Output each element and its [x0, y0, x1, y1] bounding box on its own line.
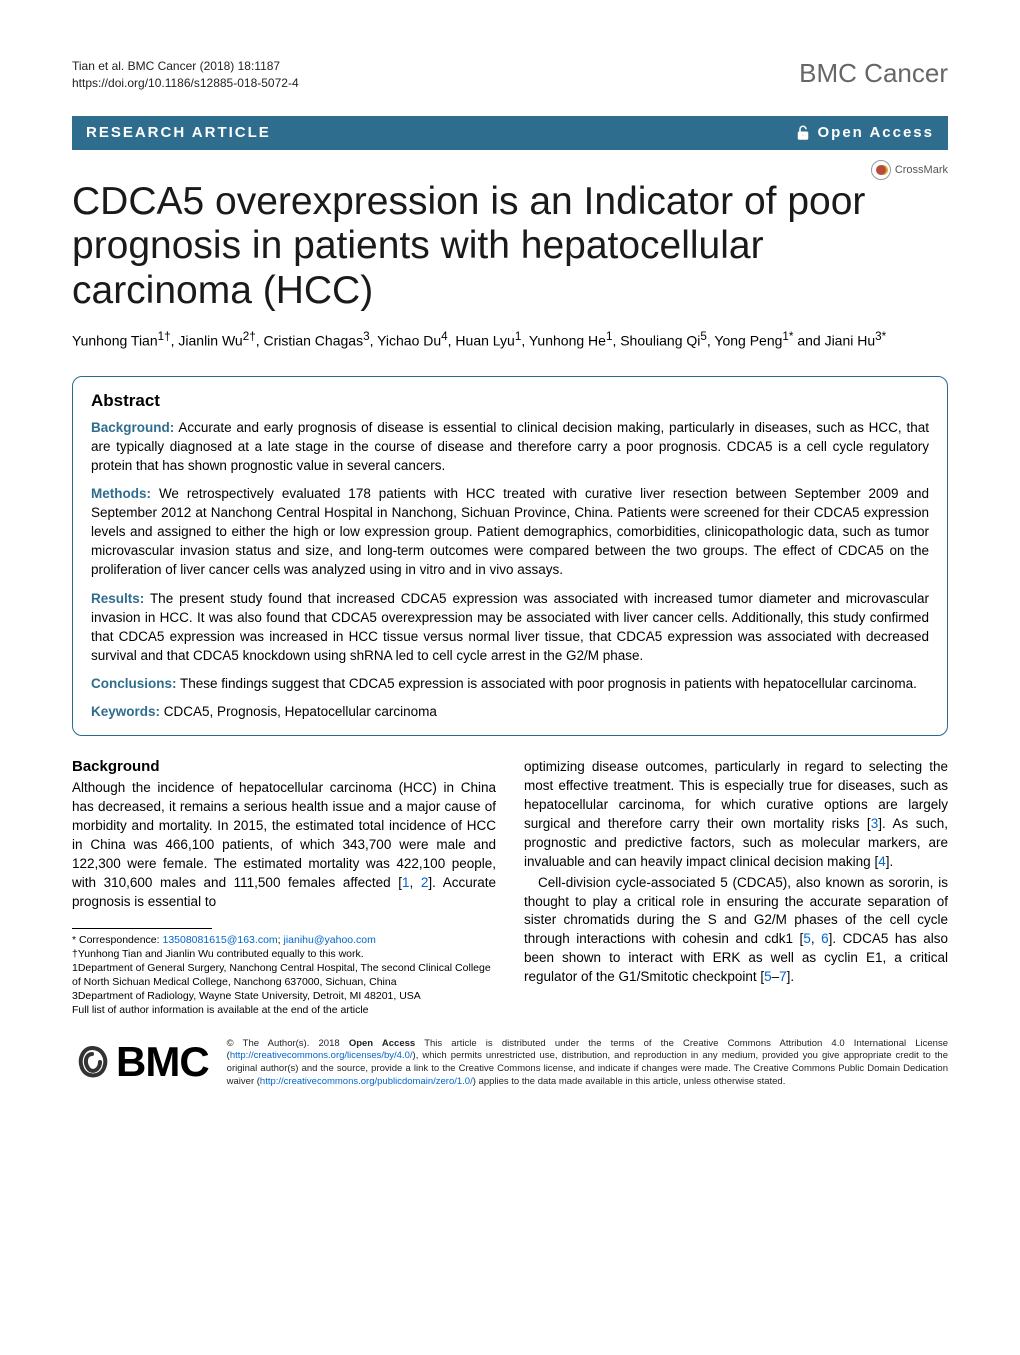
footer: BMC © The Author(s). 2018 Open Access Th… [72, 1038, 948, 1089]
crossmark-label: CrossMark [895, 164, 948, 176]
article-title: CDCA5 overexpression is an Indicator of … [72, 180, 888, 315]
abstract-heading: Abstract [91, 391, 929, 411]
full-author-list-note: Full list of author information is avail… [72, 1003, 496, 1017]
background-paragraph-right-2: Cell-division cycle-associated 5 (CDCA5)… [524, 874, 948, 987]
ref-link-1[interactable]: 1 [402, 875, 410, 890]
affiliation-1: 1Department of General Surgery, Nanchong… [72, 961, 496, 989]
open-access-badge: Open Access [794, 124, 935, 142]
abstract-results-label: Results: [91, 591, 144, 606]
abstract-conclusions-text: These findings suggest that CDCA5 expres… [180, 676, 917, 691]
correspondence-email-2[interactable]: jianihu@yahoo.com [284, 934, 376, 946]
background-heading: Background [72, 758, 496, 775]
body-columns: Background Although the incidence of hep… [72, 758, 948, 1017]
abstract-results-text: The present study found that increased C… [91, 591, 929, 663]
footnote-separator [72, 928, 212, 929]
crossmark-row: CrossMark [72, 160, 948, 180]
keywords-label: Keywords: [91, 704, 160, 719]
abstract-methods-label: Methods: [91, 486, 151, 501]
correspondence-line: * Correspondence: 13508081615@163.com; j… [72, 933, 496, 947]
ref-link-6[interactable]: 6 [821, 931, 829, 946]
affiliation-3: 3Department of Radiology, Wayne State Un… [72, 989, 496, 1003]
license-text: © The Author(s). 2018 Open Access This a… [227, 1038, 948, 1089]
bmc-logo-text: BMC [116, 1038, 209, 1086]
abstract-results: Results: The present study found that in… [91, 590, 929, 666]
article-type-bar: RESEARCH ARTICLE Open Access [72, 116, 948, 150]
journal-name: BMC Cancer [799, 58, 948, 89]
ref-link-7[interactable]: 7 [779, 969, 787, 984]
abstract-conclusions: Conclusions: These findings suggest that… [91, 675, 929, 694]
right-column: optimizing disease outcomes, particularl… [524, 758, 948, 1017]
background-paragraph-left: Although the incidence of hepatocellular… [72, 779, 496, 911]
cc0-url[interactable]: http://creativecommons.org/publicdomain/… [260, 1076, 473, 1087]
bmc-swirl-icon [72, 1042, 112, 1082]
abstract-keywords: Keywords: CDCA5, Prognosis, Hepatocellul… [91, 704, 929, 719]
abstract-background: Background: Accurate and early prognosis… [91, 419, 929, 476]
equal-contribution: †Yunhong Tian and Jianlin Wu contributed… [72, 947, 496, 961]
footnotes: * Correspondence: 13508081615@163.com; j… [72, 933, 496, 1018]
abstract-methods-text: We retrospectively evaluated 178 patient… [91, 486, 929, 577]
abstract-background-label: Background: [91, 420, 174, 435]
authors-line: Yunhong Tian1†, Jianlin Wu2†, Cristian C… [72, 328, 948, 352]
abstract-background-text: Accurate and early prognosis of disease … [91, 420, 929, 473]
citation-line: Tian et al. BMC Cancer (2018) 18:1187 [72, 58, 299, 75]
ref-link-5[interactable]: 5 [803, 931, 811, 946]
open-access-text: Open Access [818, 124, 935, 141]
citation-block: Tian et al. BMC Cancer (2018) 18:1187 ht… [72, 58, 299, 92]
ref-link-4[interactable]: 4 [878, 854, 886, 869]
abstract-methods: Methods: We retrospectively evaluated 17… [91, 485, 929, 579]
doi-line: https://doi.org/10.1186/s12885-018-5072-… [72, 75, 299, 92]
ref-link-5b[interactable]: 5 [764, 969, 772, 984]
abstract-conclusions-label: Conclusions: [91, 676, 177, 691]
open-access-bold: Open Access [349, 1038, 415, 1049]
left-column: Background Although the incidence of hep… [72, 758, 496, 1017]
open-access-lock-icon [794, 124, 812, 142]
correspondence-email-1[interactable]: 13508081615@163.com [162, 934, 277, 946]
header-meta: Tian et al. BMC Cancer (2018) 18:1187 ht… [72, 58, 948, 92]
background-paragraph-right-1: optimizing disease outcomes, particularl… [524, 758, 948, 871]
crossmark-icon [871, 160, 891, 180]
bmc-logo: BMC [72, 1038, 209, 1086]
cc-by-url[interactable]: http://creativecommons.org/licenses/by/4… [230, 1050, 413, 1061]
article-type-label: RESEARCH ARTICLE [86, 124, 271, 141]
abstract-box: Abstract Background: Accurate and early … [72, 376, 948, 737]
keywords-text: CDCA5, Prognosis, Hepatocellular carcino… [164, 704, 437, 719]
crossmark-badge[interactable]: CrossMark [871, 160, 948, 180]
